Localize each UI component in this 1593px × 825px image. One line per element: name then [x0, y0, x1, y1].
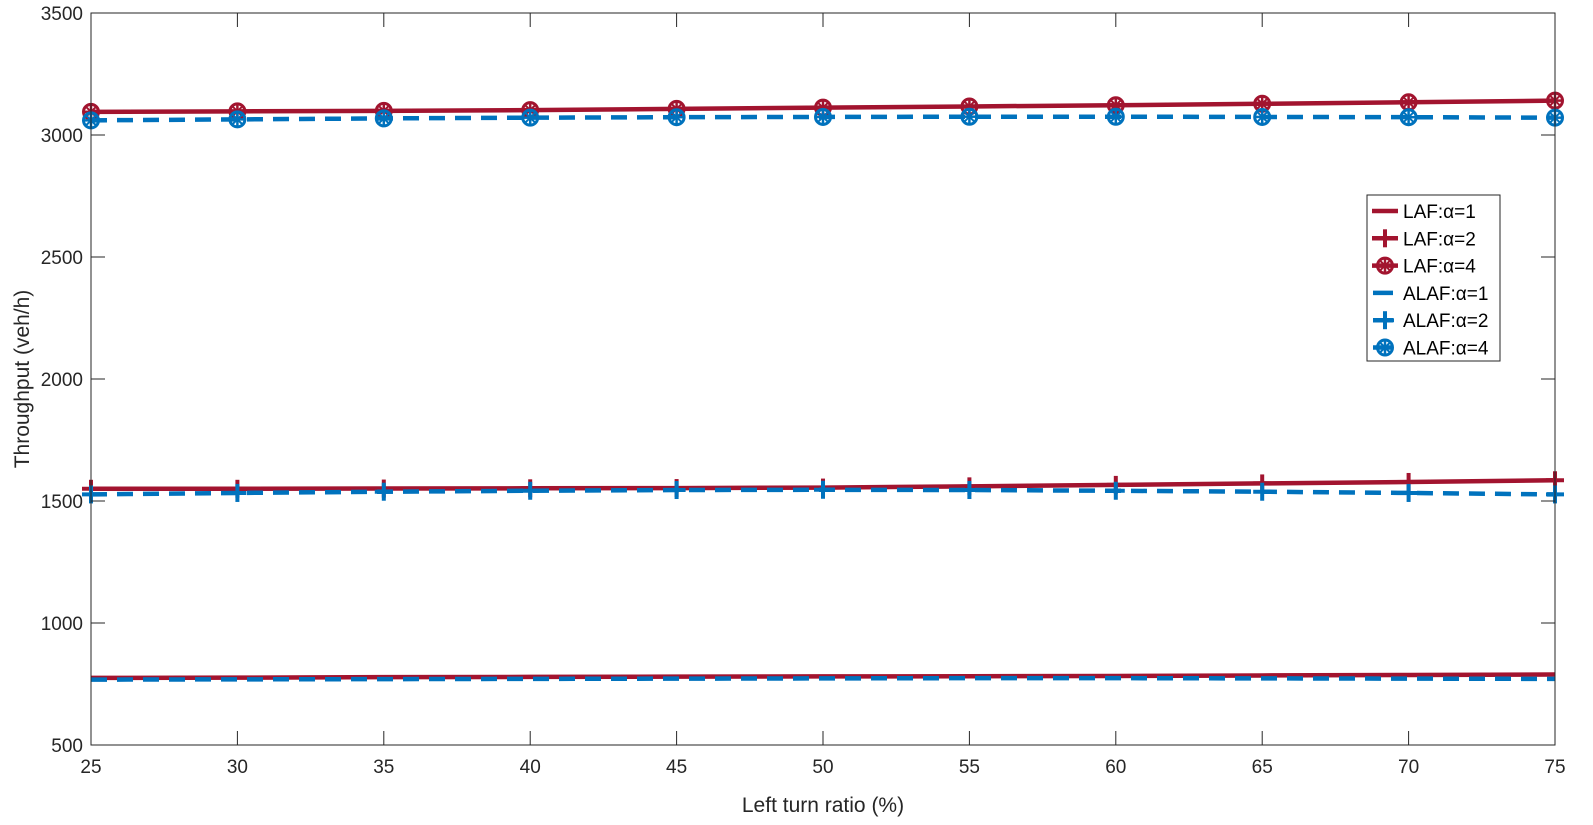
- data-point-marker: [1106, 481, 1125, 500]
- legend-entry: ALAF:α=1: [1373, 284, 1488, 305]
- x-tick-label: 75: [1544, 757, 1565, 778]
- series-line: [90, 675, 1556, 682]
- series-5: [82, 107, 1564, 130]
- legend-marker: [1376, 229, 1394, 248]
- legend-label: ALAF:α=1: [1403, 284, 1488, 305]
- x-tick-label: 30: [227, 757, 248, 778]
- x-tick-label: 45: [666, 757, 687, 778]
- data-point-marker: [1399, 108, 1418, 127]
- data-point-marker: [1399, 93, 1418, 112]
- legend-entry: ALAF:α=2: [1373, 311, 1488, 332]
- y-tick-label: 500: [51, 736, 83, 757]
- y-tick-label: 1000: [41, 614, 83, 635]
- data-point-marker: [374, 482, 393, 501]
- x-tick-label: 35: [373, 757, 394, 778]
- legend: LAF:α=1 LAF:α=2 LAF:α=4 ALAF:α=1 ALAF:α=2 ALA…: [1366, 194, 1501, 362]
- legend-entry: LAF:α=4: [1372, 256, 1476, 278]
- legend-marker: [1376, 338, 1394, 357]
- y-tick-label: 1500: [41, 492, 83, 513]
- x-tick-label: 50: [812, 757, 833, 778]
- data-point-marker: [960, 107, 979, 126]
- data-point-marker: [1399, 483, 1418, 502]
- data-point-marker: [814, 107, 832, 126]
- legend-label: ALAF:α=4: [1403, 339, 1489, 360]
- data-point-marker: [228, 110, 247, 129]
- data-point-marker: [521, 108, 540, 127]
- data-point-marker: [960, 481, 979, 500]
- legend-label: LAF:α=1: [1403, 202, 1476, 223]
- data-point-marker: [667, 108, 686, 127]
- y-tick-label: 3500: [41, 4, 83, 25]
- x-tick-label: 55: [959, 757, 980, 778]
- x-tick-label: 65: [1252, 757, 1273, 778]
- legend-entry: LAF:α=1: [1372, 202, 1476, 223]
- data-point-marker: [814, 480, 832, 499]
- data-point-marker: [1106, 107, 1125, 126]
- legend-label: ALAF:α=2: [1403, 311, 1488, 332]
- data-point-marker: [521, 481, 540, 500]
- x-tick-label: 25: [80, 757, 101, 778]
- x-axis-label: Left turn ratio (%): [742, 794, 904, 817]
- data-point-marker: [1253, 107, 1272, 126]
- axes: 25 30 35 40 45 50 55 60 65 70 75 500 1000 1500 2000 250…: [41, 4, 1566, 778]
- series-3: [90, 675, 1556, 682]
- plot-background: [91, 13, 1555, 745]
- legend-entry: ALAF:α=4: [1373, 338, 1489, 360]
- y-axis-label: Throughput (veh/h): [11, 290, 34, 469]
- legend-label: LAF:α=4: [1403, 257, 1476, 278]
- data-point-marker: [374, 109, 393, 128]
- legend-entry: LAF:α=2: [1372, 229, 1476, 250]
- plot-area: [91, 13, 1555, 745]
- y-tick-label: 2500: [41, 248, 83, 269]
- series-layer: [82, 91, 1564, 682]
- data-point-marker: [1253, 482, 1272, 501]
- data-point-marker: [228, 483, 247, 502]
- legend-box: [1366, 194, 1501, 362]
- legend-marker: [1376, 256, 1394, 275]
- x-tick-label: 40: [520, 757, 541, 778]
- x-tick-label: 70: [1398, 757, 1419, 778]
- legend-marker: [1376, 311, 1394, 330]
- data-point-marker: [667, 481, 686, 500]
- y-tick-label: 2000: [41, 370, 83, 391]
- y-tick-label: 3000: [41, 126, 83, 147]
- x-tick-label: 60: [1105, 757, 1126, 778]
- legend-label: LAF:α=2: [1403, 229, 1476, 250]
